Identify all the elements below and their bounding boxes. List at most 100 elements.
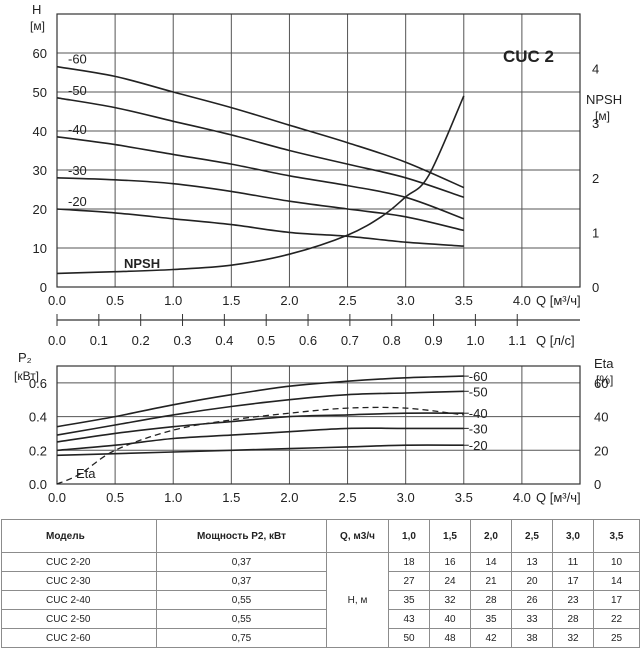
- header-q-value: 2,5: [511, 519, 553, 553]
- header-q-value: 3,5: [593, 519, 640, 553]
- plot-frame: [56, 365, 581, 485]
- y2-tick-label: 20: [594, 443, 608, 458]
- cell-head-value: 27: [388, 571, 430, 591]
- lps-tick-label: 0.3: [173, 333, 191, 348]
- cell-head-value: 23: [552, 590, 594, 610]
- x-tick-label: 1.0: [164, 293, 182, 308]
- lps-tick-label: 0.4: [215, 333, 233, 348]
- eta-curve: [56, 406, 464, 485]
- y2-tick-label: 1: [592, 225, 599, 240]
- cell-head-value: 17: [593, 590, 640, 610]
- chart-title: CUC 2: [503, 47, 554, 66]
- cell-head-value: 40: [429, 609, 471, 629]
- cell-model: CUC 2-60: [1, 628, 157, 648]
- pump-performance-charts: 0.0 0.5 1.0 1.5 2.0 2.5 3.0 3.5 4.00102030405060…: [14, 2, 622, 505]
- cell-head-value: 14: [593, 571, 640, 591]
- cell-power: 0,55: [156, 609, 327, 629]
- lps-tick-label: 0.6: [299, 333, 317, 348]
- pump-spec-table: Модель Мощность Р2, кВт Q, м3/ч 1,0 1,5 2,0 2,…: [1, 519, 640, 648]
- series-line: [56, 97, 465, 199]
- plot-frame: [56, 13, 581, 288]
- cell-head-value: 28: [470, 590, 512, 610]
- y2-tick-label: 3: [592, 116, 599, 131]
- y-tick-label: 60: [33, 46, 47, 61]
- x2-axis-label: Q [л/с]: [536, 333, 575, 348]
- cell-head-value: 38: [511, 628, 553, 648]
- cell-head-value: 32: [552, 628, 594, 648]
- x-tick-label: 2.5: [339, 490, 357, 505]
- x-tick-label: 4.0: [513, 293, 531, 308]
- lps-tick-label: 1.0: [466, 333, 484, 348]
- x-axis-label: Q [м³/ч]: [536, 490, 581, 505]
- table-row: CUC 2-30 0,37 27 24 21 20 17 14: [1, 571, 640, 591]
- lps-tick-label: 0.0: [48, 333, 66, 348]
- series-line: [56, 208, 464, 247]
- y-tick-label: 0.6: [29, 376, 47, 391]
- y-tick-label: 0.0: [29, 477, 47, 492]
- series-line: [56, 177, 464, 232]
- table-row: CUC 2-50 0,55 43 40 35 33 28 22: [1, 609, 640, 629]
- header-power: Мощность Р2, кВт: [156, 519, 327, 553]
- x-tick-label: 0.5: [106, 293, 124, 308]
- lps-tick-label: 0.9: [425, 333, 443, 348]
- y2-tick-label: 4: [592, 62, 599, 77]
- cell-head-value: 13: [511, 552, 553, 572]
- series-label: -20: [469, 438, 488, 453]
- cell-head-value: 43: [388, 609, 430, 629]
- y2-tick-label: 60: [594, 376, 608, 391]
- series-line: [56, 65, 465, 189]
- y2-axis-label: NPSH: [586, 92, 622, 107]
- x-tick-label: 1.5: [222, 490, 240, 505]
- cell-head-value: 14: [470, 552, 512, 572]
- cell-head-value: 10: [593, 552, 640, 572]
- y-tick-label: 30: [33, 163, 47, 178]
- cell-head-value: 17: [552, 571, 594, 591]
- lps-tick-label: 0.5: [257, 333, 275, 348]
- cell-head-value: 48: [429, 628, 471, 648]
- y-axis-label: P₂: [18, 350, 32, 365]
- x-tick-label: 4.0: [513, 490, 531, 505]
- x-tick-label: 3.5: [455, 490, 473, 505]
- header-model: Модель: [1, 519, 157, 553]
- cell-power: 0,75: [156, 628, 327, 648]
- cell-model: CUC 2-30: [1, 571, 157, 591]
- header-q-value: 2,0: [470, 519, 512, 553]
- cell-model: CUC 2-40: [1, 590, 157, 610]
- y2-tick-label: 40: [594, 410, 608, 425]
- cell-head-value: 20: [511, 571, 553, 591]
- header-q-value: 3,0: [552, 519, 594, 553]
- cell-head-value: 35: [388, 590, 430, 610]
- cell-head-value: 26: [511, 590, 553, 610]
- x-tick-label: 0.0: [48, 293, 66, 308]
- cell-model: CUC 2-50: [1, 609, 157, 629]
- lps-tick-label: 0.7: [341, 333, 359, 348]
- series-line: [56, 136, 465, 220]
- x-tick-label: 0.0: [48, 490, 66, 505]
- cell-head-value: 24: [429, 571, 471, 591]
- series-label: -30: [469, 421, 488, 436]
- y2-tick-label: 0: [592, 280, 599, 295]
- cell-power: 0,37: [156, 571, 327, 591]
- series-line: [56, 375, 464, 428]
- lps-tick-label: 0.2: [132, 333, 150, 348]
- cell-power: 0,55: [156, 590, 327, 610]
- cell-power: 0,37: [156, 552, 327, 572]
- y-tick-label: 20: [33, 202, 47, 217]
- table-row: CUC 2-20 0,37 Н, м 18 16 14 13 11 10: [1, 552, 640, 648]
- table-header-row: Модель Мощность Р2, кВт Q, м3/ч 1,0 1,5 2,0 2,…: [1, 519, 640, 553]
- series-label: -60: [469, 369, 488, 384]
- header-q-value: 1,5: [429, 519, 471, 553]
- y-axis-label: H: [32, 2, 41, 17]
- y-tick-label: 10: [33, 241, 47, 256]
- x-axis-label: Q [м³/ч]: [536, 293, 581, 308]
- x-tick-label: 2.0: [280, 293, 298, 308]
- npsh-curve-label: NPSH: [124, 256, 160, 271]
- series-label: -20: [68, 194, 87, 209]
- table-row: CUC 2-40 0,55 35 32 28 26 23 17: [1, 590, 640, 610]
- lps-tick-label: 1.1: [508, 333, 526, 348]
- cell-head-value: 50: [388, 628, 430, 648]
- series-label: -30: [68, 163, 87, 178]
- series-label: -60: [68, 52, 87, 67]
- y-tick-label: 40: [33, 124, 47, 139]
- x-tick-label: 0.5: [106, 490, 124, 505]
